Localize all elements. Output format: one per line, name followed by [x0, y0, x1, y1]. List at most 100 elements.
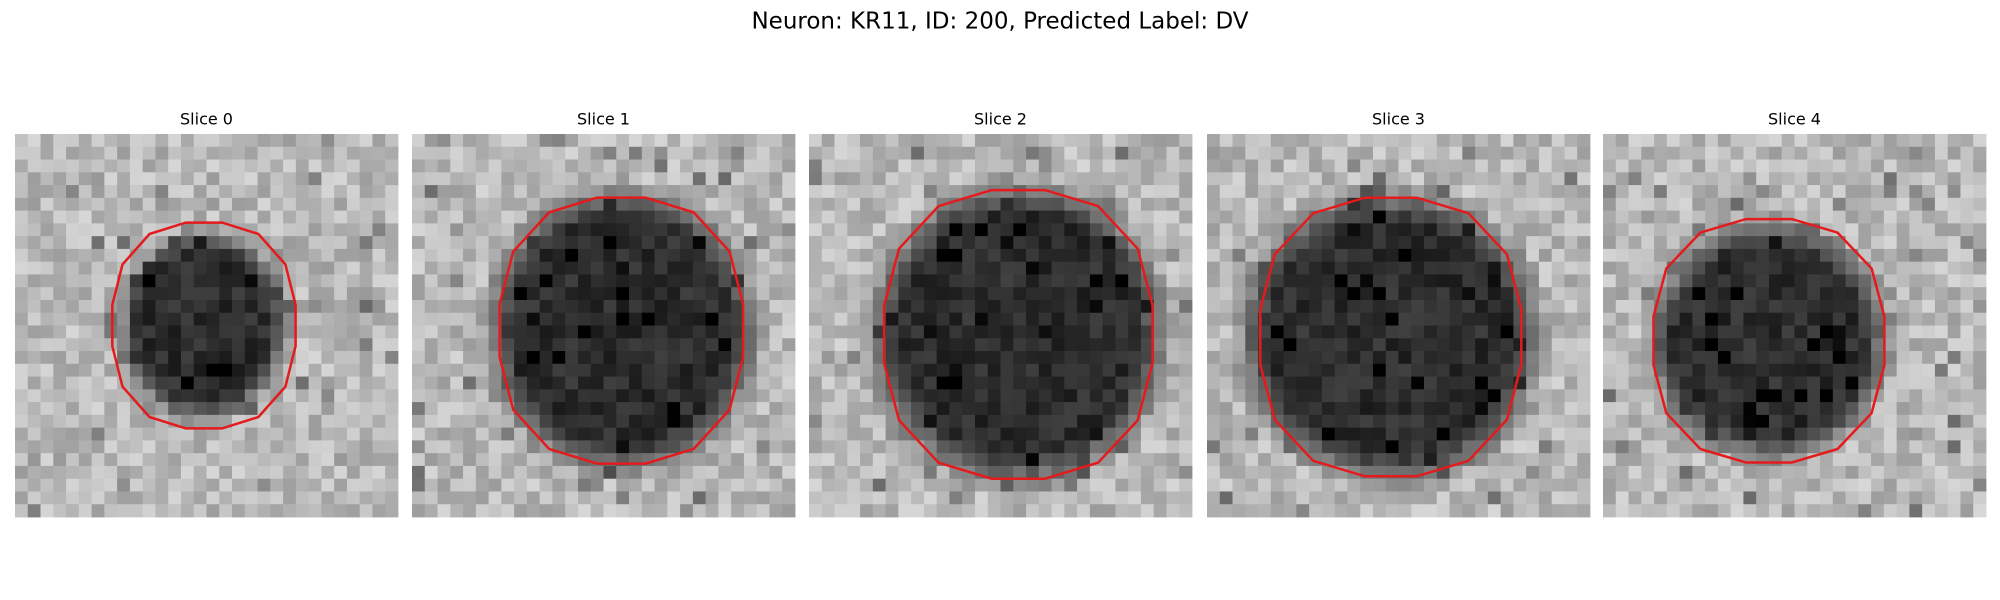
- pixel: [1449, 223, 1463, 237]
- pixel: [475, 440, 489, 454]
- pixel: [1038, 146, 1052, 160]
- pixel: [1245, 325, 1259, 339]
- pixel: [718, 274, 732, 288]
- pixel: [1641, 402, 1655, 416]
- pixel: [539, 465, 553, 480]
- pixel: [1934, 478, 1949, 492]
- pixel: [1077, 185, 1091, 199]
- pixel: [1513, 478, 1527, 492]
- pixel: [885, 338, 899, 352]
- pixel: [257, 159, 271, 173]
- pixel: [769, 185, 783, 199]
- pixel: [1309, 299, 1323, 314]
- pixel: [1628, 376, 1642, 390]
- pixel: [501, 236, 515, 250]
- pixel: [1973, 351, 1987, 365]
- pixel: [1334, 134, 1348, 148]
- pixel: [1140, 134, 1155, 148]
- pixel: [53, 491, 67, 505]
- pixel: [962, 491, 976, 505]
- pixel: [1077, 389, 1091, 403]
- pixel: [1270, 210, 1284, 224]
- pixel: [1013, 351, 1027, 365]
- pixel: [78, 363, 92, 377]
- pixel: [1551, 159, 1565, 173]
- pixel: [1166, 491, 1180, 505]
- pixel: [1768, 197, 1783, 211]
- pixel: [1026, 389, 1040, 403]
- pixel: [206, 491, 220, 505]
- pixel: [488, 465, 502, 480]
- pixel: [1564, 223, 1578, 237]
- pixel: [705, 465, 719, 480]
- pixel: [743, 223, 758, 237]
- pixel: [1245, 287, 1259, 301]
- pixel: [1717, 478, 1732, 492]
- pixel: [1705, 274, 1719, 288]
- pixel: [974, 427, 989, 441]
- pixel: [1245, 414, 1259, 429]
- pixel: [1449, 312, 1463, 326]
- pixel: [1858, 146, 1872, 160]
- pixel: [295, 172, 310, 186]
- pixel: [53, 159, 67, 173]
- pixel: [129, 504, 144, 518]
- pixel: [1089, 248, 1104, 263]
- pixel: [1947, 172, 1961, 186]
- pixel: [15, 427, 29, 441]
- pixel: [987, 261, 1001, 275]
- pixel: [1487, 299, 1502, 314]
- pixel: [1038, 427, 1052, 441]
- pixel: [629, 376, 643, 390]
- pixel: [629, 363, 643, 377]
- pixel: [1526, 351, 1540, 365]
- pixel: [1436, 223, 1450, 237]
- pixel: [974, 440, 989, 454]
- pixel: [872, 478, 886, 492]
- pixel: [809, 210, 823, 224]
- pixel: [412, 223, 426, 237]
- pixel: [193, 376, 207, 390]
- pixel: [244, 363, 258, 377]
- pixel: [1794, 325, 1808, 339]
- pixel: [1717, 440, 1732, 454]
- pixel: [705, 223, 719, 237]
- pixel: [1475, 389, 1489, 403]
- pixel: [40, 274, 54, 288]
- pixel: [1947, 325, 1961, 339]
- pixel: [1296, 146, 1310, 160]
- pixel: [1372, 338, 1387, 352]
- pixel: [488, 453, 502, 467]
- pixel: [1615, 504, 1629, 518]
- pixel: [91, 197, 105, 211]
- pixel: [577, 248, 592, 263]
- pixel: [1153, 325, 1167, 339]
- pixel: [860, 236, 874, 250]
- pixel: [1013, 440, 1027, 454]
- pixel: [1922, 351, 1936, 365]
- pixel: [232, 287, 246, 301]
- pixel: [1820, 159, 1834, 173]
- pixel: [359, 248, 373, 263]
- slice-image: [809, 134, 1193, 518]
- pixel: [743, 363, 758, 377]
- pixel: [1577, 427, 1591, 441]
- pixel: [1794, 465, 1808, 480]
- pixel: [667, 491, 681, 505]
- pixel: [1960, 504, 1974, 518]
- pixel: [552, 236, 566, 250]
- pixel: [974, 223, 989, 237]
- pixel: [1360, 223, 1374, 237]
- pixel: [1743, 172, 1757, 186]
- pixel: [1207, 299, 1221, 314]
- pixel: [872, 236, 886, 250]
- pixel: [1934, 376, 1949, 390]
- pixel: [142, 504, 156, 518]
- pixel: [1128, 504, 1142, 518]
- pixel: [1026, 197, 1040, 211]
- pixel: [1794, 172, 1808, 186]
- pixel: [1372, 299, 1387, 314]
- pixel: [526, 402, 541, 416]
- pixel: [385, 376, 399, 390]
- pixel: [1013, 325, 1027, 339]
